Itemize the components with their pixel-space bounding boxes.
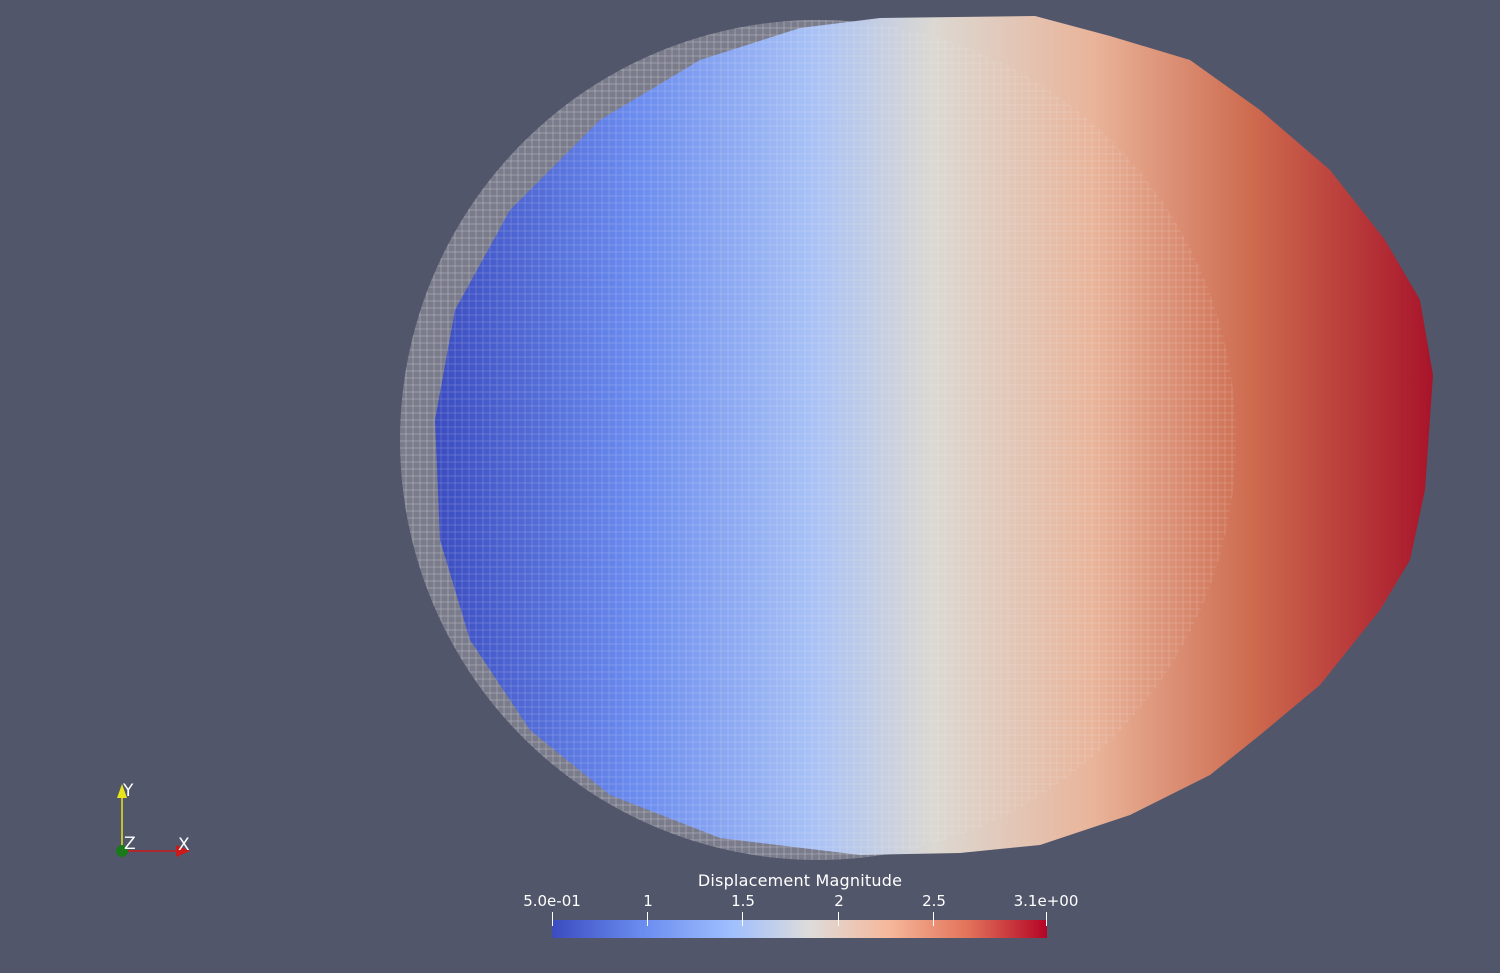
scalar-bar-tick [552,912,553,926]
scalar-bar-gradient [552,920,1047,938]
scalar-bar-tick [1046,912,1047,926]
scalar-bar-tick-label: 5.0e-01 [523,892,581,910]
x-axis-label: X [178,835,190,855]
scalar-bar-tick [742,912,743,926]
scalar-bar-title: Displacement Magnitude [697,871,903,890]
z-axis-label: Z [124,834,136,854]
x-axis-arrow [176,845,190,857]
y-axis-label: Y [123,781,134,801]
orientation-axes [116,784,190,857]
z-axis-marker [116,845,128,857]
scalar-bar-tick-label: 1.5 [731,892,755,910]
y-axis-arrow [117,784,127,798]
scalar-bar-tick [838,912,839,926]
scalar-bar-tick-label: 2.5 [922,892,946,910]
scalar-bar-tick-label: 2 [834,892,844,910]
scalar-bar-tick [647,912,648,926]
scalar-bar-tick-label: 3.1e+00 [1013,892,1079,910]
scalar-bar-tick [933,912,934,926]
scalar-bar-tick-label: 1 [643,892,653,910]
